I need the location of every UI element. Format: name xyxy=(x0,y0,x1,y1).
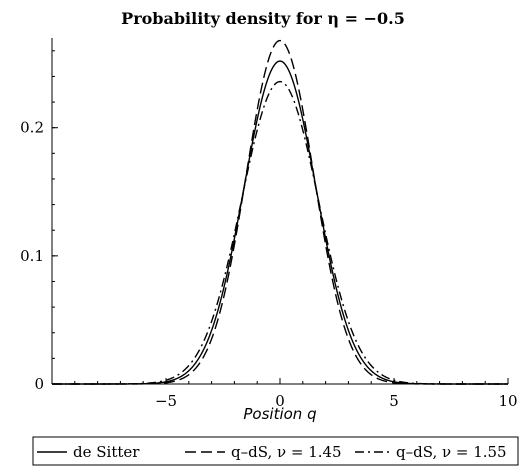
x-axis-label: Position q xyxy=(243,405,316,423)
x-tick-label: 10 xyxy=(498,392,517,410)
series-line-1 xyxy=(52,60,508,385)
legend-box xyxy=(32,436,519,466)
legend-label-3: q–dS, ν = 1.55 xyxy=(396,443,507,461)
plot-area xyxy=(52,39,508,385)
x-tick-label: 0 xyxy=(275,392,285,410)
legend: de Sitter q–dS, ν = 1.45 q–dS, ν = 1.55 xyxy=(32,436,519,466)
y-tick-label: 0.2 xyxy=(20,119,44,137)
y-tick-label: 0 xyxy=(34,375,44,393)
x-tick-label: 5 xyxy=(389,392,399,410)
chart-title: Probability density for η = −0.5 xyxy=(121,9,405,28)
series-line-2 xyxy=(52,39,508,385)
y-tick-label: 0.1 xyxy=(20,247,44,265)
axes xyxy=(51,38,508,385)
x-tick-label: −5 xyxy=(155,392,177,410)
series-line-3 xyxy=(52,80,508,385)
ticks: 0 0.1 0.2 −5 0 5 10 xyxy=(20,50,518,410)
legend-label-2: q–dS, ν = 1.45 xyxy=(231,443,342,461)
legend-label-1: de Sitter xyxy=(73,443,140,461)
